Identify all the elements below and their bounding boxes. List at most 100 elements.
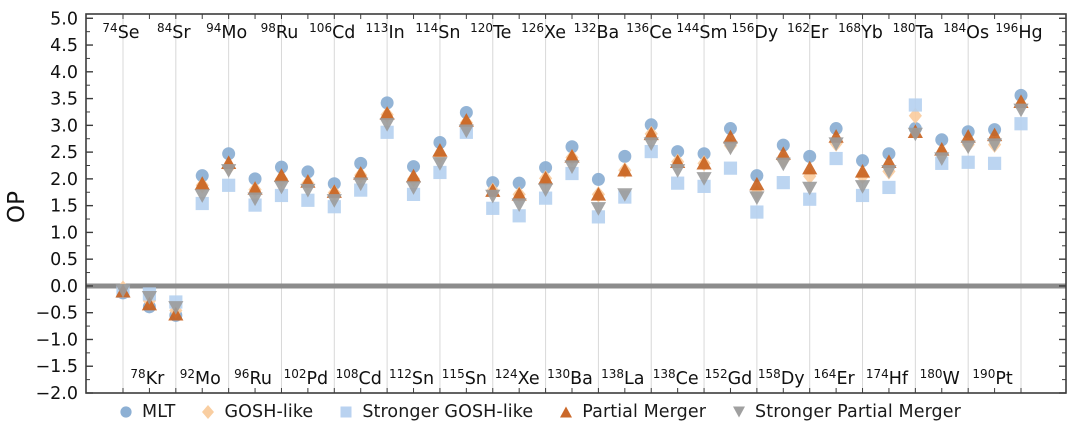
data-point-circle [195, 169, 209, 183]
data-point-square [644, 144, 658, 159]
data-point-circle [618, 149, 632, 163]
isotope-label-top: 144Sm [677, 21, 728, 43]
data-point-triangle-down [854, 180, 871, 194]
data-point-triangle-down [775, 157, 791, 172]
legend-item-stronger-partial-merger: Stronger Partial Merger [732, 402, 961, 422]
data-point-triangle-down [617, 188, 633, 202]
data-point-triangle-down [273, 180, 290, 195]
data-point-circle [248, 172, 262, 186]
data-point-triangle-down [986, 138, 1003, 153]
legend-item-partial-merger: Partial Merger [559, 402, 706, 422]
isotope-label-top: 196Hg [995, 21, 1042, 43]
isotope-label-bottom: 164Er [814, 367, 856, 389]
data-point-circle [407, 160, 421, 174]
data-point-square [301, 193, 315, 207]
data-point-triangle-up [775, 146, 791, 160]
data-point-square [961, 155, 975, 169]
isotope-label-top: 98Ru [261, 21, 299, 43]
data-point-circle [222, 147, 236, 161]
isotope-label-top: 156Dy [732, 21, 779, 43]
data-point-triangle-down [590, 202, 607, 216]
isotope-label-bottom: 174Hf [866, 367, 909, 389]
data-point-square [750, 205, 764, 219]
data-point-square [776, 176, 790, 190]
y-tick-label: 2.0 [50, 170, 78, 190]
data-point-triangle-down [881, 165, 897, 179]
data-point-square [195, 196, 209, 211]
data-point-square [380, 125, 394, 139]
isotope-label-top: 114Sn [415, 21, 460, 43]
isotope-label-top: 136Ce [626, 21, 672, 43]
data-point-triangle-up [854, 163, 871, 178]
square-marker-icon [340, 406, 352, 418]
data-point-triangle-up [722, 129, 739, 144]
y-tick-label: 4.5 [50, 36, 78, 56]
isotope-label-bottom: 112Sn [389, 367, 434, 389]
isotope-label-top: 162Er [787, 21, 829, 43]
data-point-circle [829, 122, 843, 136]
data-point-square [1014, 117, 1028, 131]
data-point-triangle-up [353, 166, 369, 180]
isotope-label-bottom: 108Cd [336, 367, 382, 389]
data-point-triangle-down [458, 124, 474, 139]
legend-item-stronger-gosh-like: Stronger GOSH-like [339, 402, 533, 422]
data-point-square [433, 165, 447, 180]
data-point-circle [301, 165, 315, 179]
data-point-circle [671, 145, 685, 159]
isotope-label-top: 84Sr [157, 21, 191, 43]
triangle-up-marker-icon [560, 406, 573, 418]
data-point-triangle-down [537, 183, 554, 197]
legend-item-mlt: MLT [119, 402, 175, 422]
data-point-triangle-up [458, 113, 474, 127]
legend-label: MLT [142, 402, 176, 422]
data-point-triangle-down [353, 177, 369, 192]
isotope-label-top: 106Cd [309, 21, 355, 43]
data-point-triangle-down [907, 127, 923, 142]
data-point-triangle-up [379, 106, 395, 120]
y-tick-label: −1.0 [36, 330, 79, 350]
isotope-label-bottom: 138La [601, 367, 644, 389]
legend-item-gosh-like: GOSH-like [201, 402, 313, 422]
isotope-label-bottom: 180W [920, 367, 960, 389]
data-point-circle [856, 154, 870, 168]
data-point-triangle-up [986, 127, 1003, 142]
data-point-triangle-down [722, 141, 739, 156]
isotope-label-top: 74Se [102, 21, 139, 43]
data-point-circle [644, 118, 658, 132]
data-point-square [908, 98, 922, 112]
data-point-triangle-down [300, 183, 316, 198]
data-point-triangle-up [960, 129, 976, 143]
data-point-square [222, 178, 236, 192]
data-point-square [486, 201, 500, 215]
data-point-triangle-up [643, 126, 659, 141]
isotope-label-top: 168Yb [838, 21, 883, 43]
isotope-label-top: 132Ba [574, 21, 620, 43]
circle-marker-icon [120, 406, 132, 418]
data-point-circle [459, 105, 473, 119]
data-point-triangle-up [405, 168, 422, 183]
y-tick-label: 5.0 [50, 9, 78, 29]
isotope-label-top: 113In [366, 21, 405, 43]
data-point-triangle-up [881, 154, 897, 168]
isotope-label-bottom: 115Sn [442, 367, 487, 389]
data-point-triangle-up [564, 148, 580, 163]
data-point-triangle-up [590, 186, 607, 201]
isotope-label-bottom: 78Kr [130, 367, 165, 389]
y-tick-label: −0.5 [36, 304, 79, 324]
data-point-triangle-up [247, 181, 263, 195]
data-point-circle [591, 172, 605, 186]
data-point-triangle-up [273, 168, 290, 182]
data-point-triangle-down [670, 164, 686, 178]
isotope-label-top: 180Ta [893, 21, 934, 43]
data-point-triangle-up [696, 155, 712, 170]
data-point-square [697, 179, 711, 193]
data-point-triangle-down [379, 118, 395, 132]
plot-border [85, 13, 1067, 394]
data-point-square [855, 188, 870, 203]
y-axis-label: OP [4, 191, 30, 223]
data-point-triangle-down [326, 194, 342, 208]
data-point-square [723, 161, 738, 175]
data-point-triangle-up [432, 143, 448, 157]
data-point-triangle-down [511, 198, 527, 212]
